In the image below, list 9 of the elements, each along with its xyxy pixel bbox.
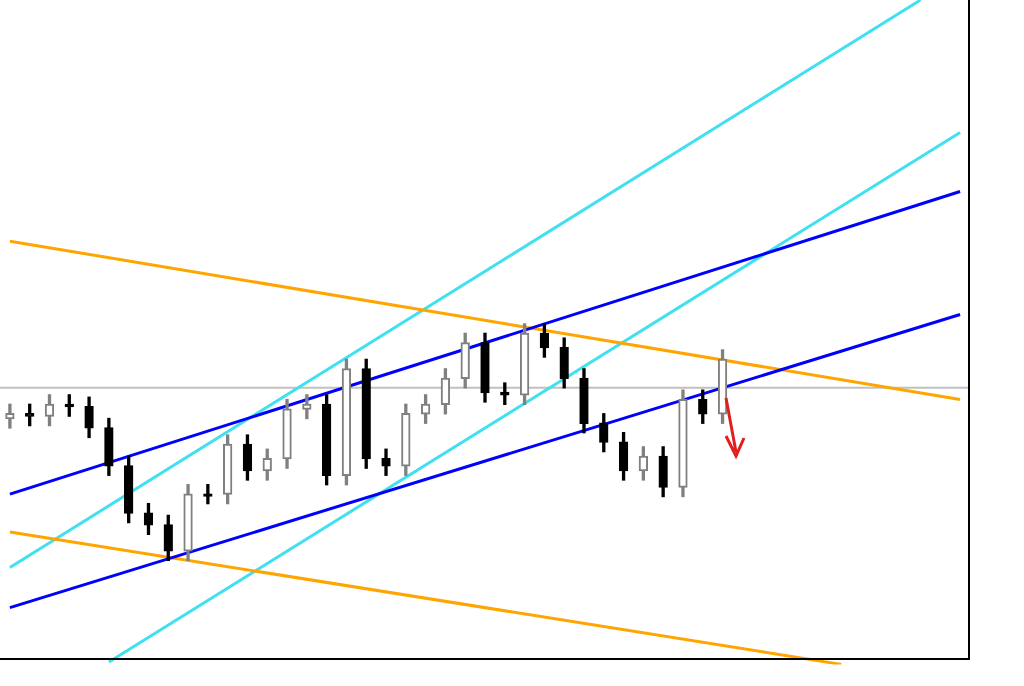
candlestick <box>381 448 391 476</box>
candlestick <box>5 403 15 429</box>
candlestick <box>678 389 688 498</box>
candlestick <box>84 396 94 439</box>
candlestick <box>183 484 193 562</box>
candlestick <box>282 398 292 469</box>
candlestick <box>104 417 114 476</box>
candlestick <box>579 368 589 434</box>
candlestick <box>480 332 490 403</box>
